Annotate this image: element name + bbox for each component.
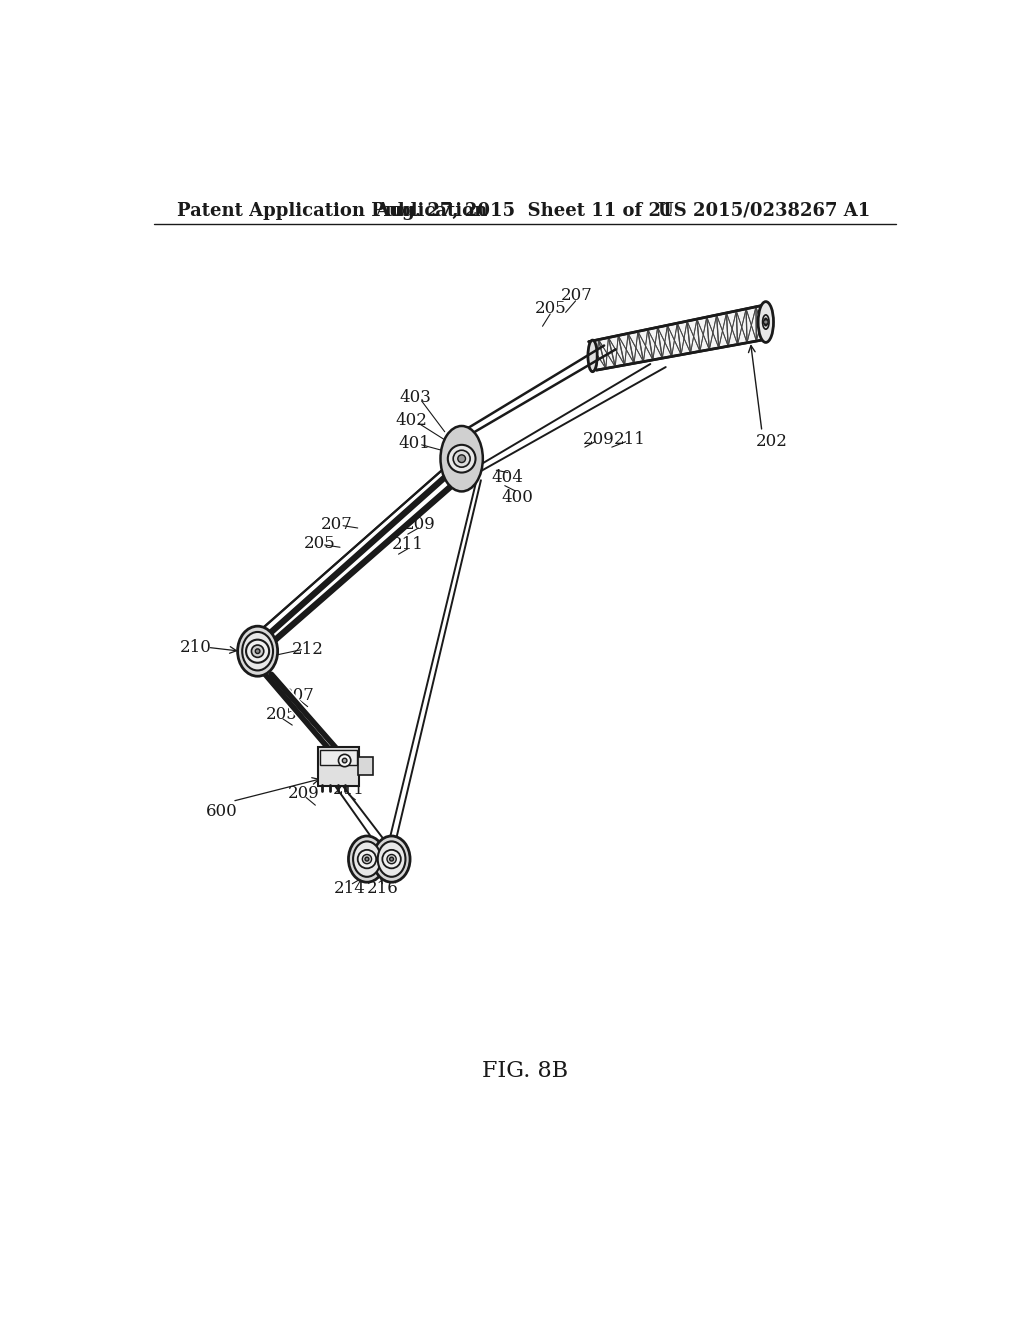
Circle shape <box>458 455 466 462</box>
Ellipse shape <box>444 432 479 486</box>
Text: 214: 214 <box>334 880 366 896</box>
Circle shape <box>246 640 269 663</box>
Text: 211: 211 <box>333 781 365 799</box>
Ellipse shape <box>378 841 406 876</box>
FancyBboxPatch shape <box>317 747 359 785</box>
Text: 211: 211 <box>613 430 645 447</box>
Text: 209: 209 <box>583 430 614 447</box>
Text: 404: 404 <box>492 470 524 487</box>
Ellipse shape <box>243 632 273 671</box>
Ellipse shape <box>758 302 773 342</box>
Circle shape <box>382 850 400 869</box>
Ellipse shape <box>449 437 475 480</box>
Ellipse shape <box>238 626 278 676</box>
Text: 402: 402 <box>395 412 428 429</box>
Text: 205: 205 <box>303 535 335 552</box>
Text: US 2015/0238267 A1: US 2015/0238267 A1 <box>657 202 869 219</box>
Text: 212: 212 <box>292 642 324 659</box>
Text: 210: 210 <box>180 639 212 656</box>
Circle shape <box>387 854 396 863</box>
Text: Patent Application Publication: Patent Application Publication <box>177 202 487 219</box>
Text: 403: 403 <box>399 388 431 405</box>
Circle shape <box>255 649 260 653</box>
Text: 202: 202 <box>756 433 787 450</box>
Circle shape <box>390 857 393 861</box>
Text: 600: 600 <box>206 803 238 820</box>
Text: Aug. 27, 2015  Sheet 11 of 21: Aug. 27, 2015 Sheet 11 of 21 <box>376 202 674 219</box>
Text: 207: 207 <box>561 286 593 304</box>
Circle shape <box>357 850 376 869</box>
Text: 207: 207 <box>321 516 353 533</box>
Circle shape <box>362 854 372 863</box>
Ellipse shape <box>373 836 410 882</box>
Text: 205: 205 <box>535 300 566 317</box>
Text: 400: 400 <box>501 488 534 506</box>
Circle shape <box>252 645 264 657</box>
Ellipse shape <box>588 341 597 372</box>
Circle shape <box>454 450 470 467</box>
Polygon shape <box>589 305 766 370</box>
FancyBboxPatch shape <box>321 750 356 764</box>
Text: 209: 209 <box>288 785 319 803</box>
Text: 216: 216 <box>368 880 399 896</box>
Text: FIG. 8B: FIG. 8B <box>481 1060 568 1082</box>
FancyBboxPatch shape <box>357 756 373 775</box>
Ellipse shape <box>353 841 381 876</box>
Circle shape <box>339 755 351 767</box>
Text: 209: 209 <box>403 516 435 533</box>
Circle shape <box>342 758 347 763</box>
Ellipse shape <box>440 426 483 491</box>
Text: 207: 207 <box>283 688 314 705</box>
Circle shape <box>764 319 768 325</box>
Text: 205: 205 <box>265 706 297 723</box>
Text: 211: 211 <box>392 536 424 553</box>
Circle shape <box>447 445 475 473</box>
Text: 401: 401 <box>398 434 430 451</box>
Circle shape <box>365 857 369 861</box>
Ellipse shape <box>348 836 385 882</box>
